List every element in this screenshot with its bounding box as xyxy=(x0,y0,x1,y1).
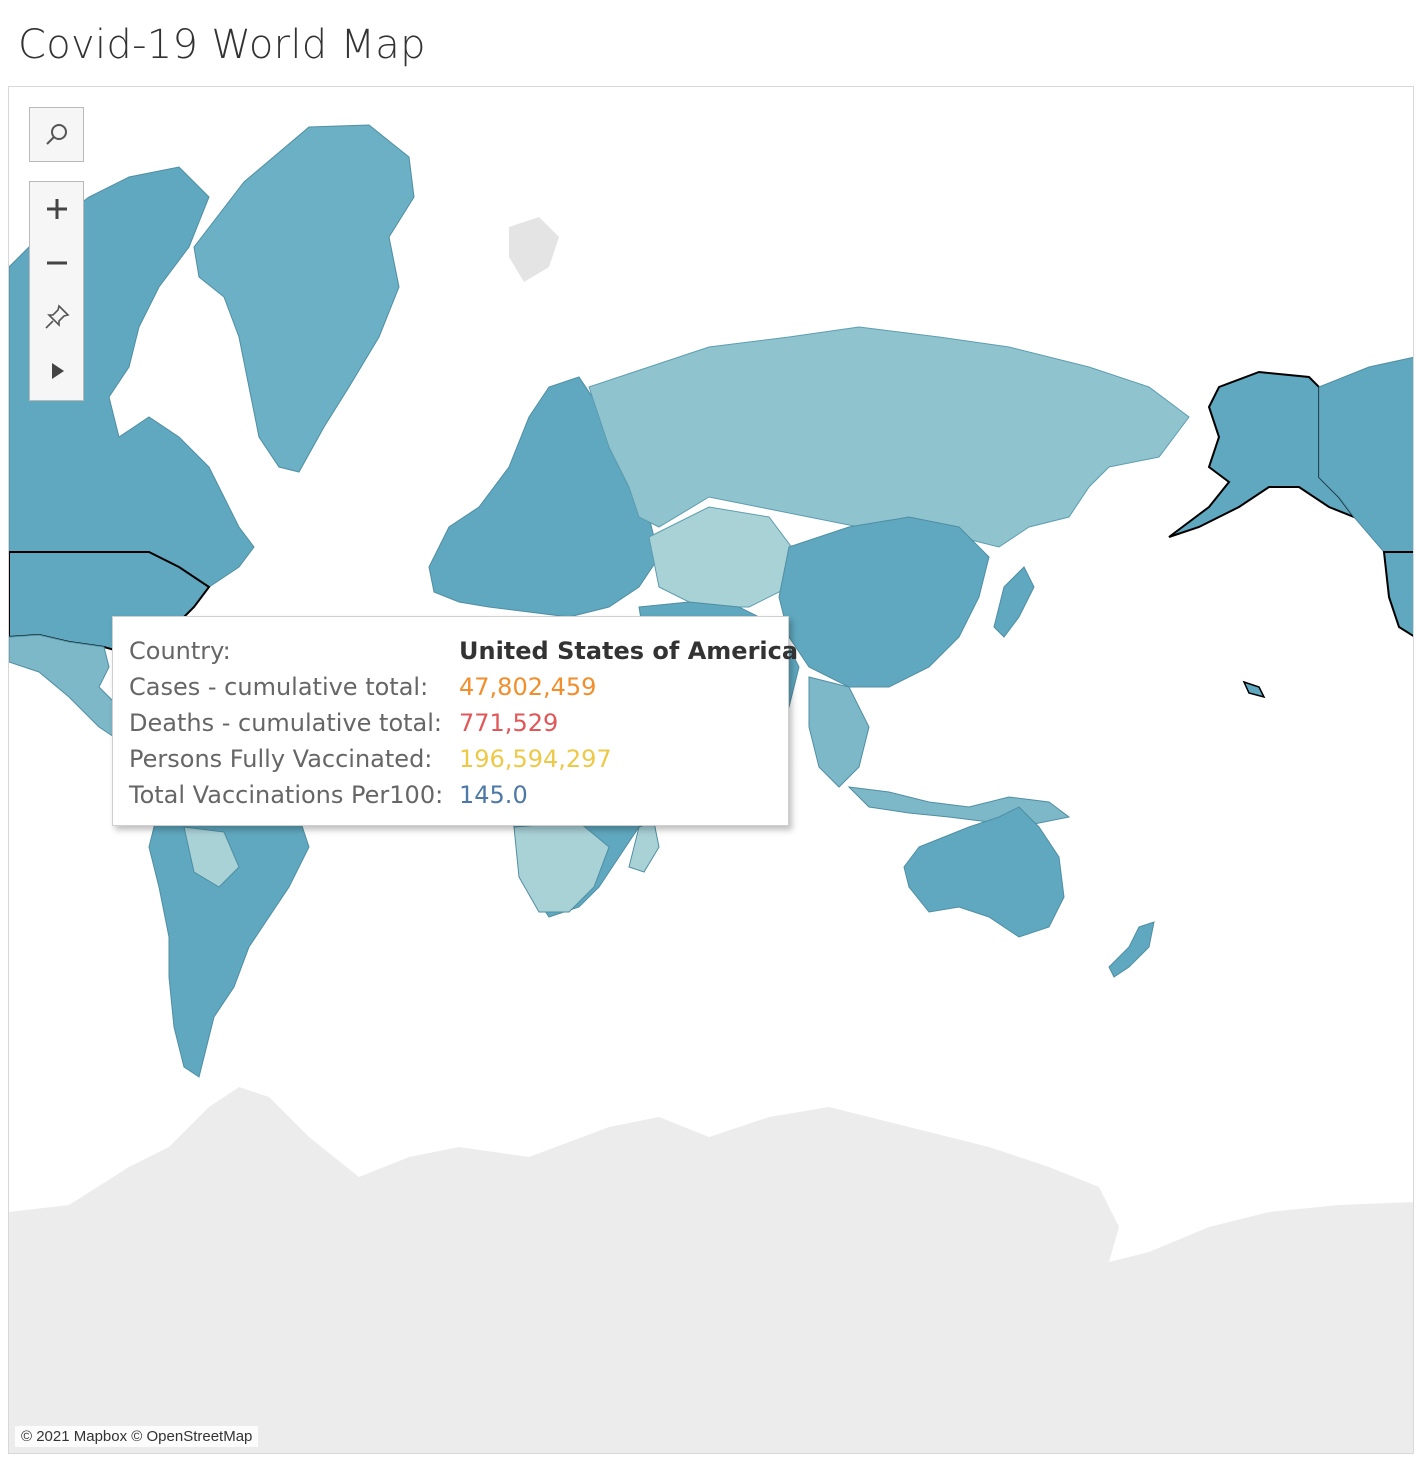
tooltip-row-vaccinations-per100: Total Vaccinations Per100: 145.0 xyxy=(129,777,528,813)
plus-icon xyxy=(46,199,67,219)
tooltip-value: 145.0 xyxy=(459,781,528,809)
south-america-light xyxy=(183,826,240,888)
tooltip-value: 47,802,459 xyxy=(459,673,597,701)
pin-map-button[interactable] xyxy=(30,290,83,344)
tooltip-label: Deaths - cumulative total: xyxy=(129,709,443,737)
expand-toolbar-button[interactable] xyxy=(30,344,83,398)
zoom-in-button[interactable] xyxy=(30,182,83,236)
usa-west xyxy=(1382,551,1413,637)
russia xyxy=(588,326,1190,548)
tooltip-label: Persons Fully Vaccinated: xyxy=(129,745,433,773)
new-zealand xyxy=(1108,921,1155,978)
china xyxy=(778,516,990,688)
tooltip-row-deaths: Deaths - cumulative total: 771,529 xyxy=(129,705,558,741)
tooltip-value: 196,594,297 xyxy=(459,745,612,773)
tooltip-label: Total Vaccinations Per100: xyxy=(129,781,444,809)
southern-africa xyxy=(513,821,610,913)
country-tooltip: Country: United States of America Cases -… xyxy=(112,616,798,826)
tooltip-row-vaccinated: Persons Fully Vaccinated: 196,594,297 xyxy=(129,741,612,777)
indonesia xyxy=(847,786,1071,826)
greenland xyxy=(193,124,415,473)
central-asia xyxy=(648,506,800,608)
map-attribution: © 2021 Mapbox © OpenStreetMap xyxy=(15,1426,259,1447)
australia xyxy=(903,806,1065,938)
southeast-asia xyxy=(808,676,870,788)
canada-west xyxy=(1318,356,1413,553)
search-icon xyxy=(45,123,67,145)
map-toolbar xyxy=(29,181,84,401)
tooltip-row-country: Country: United States of America xyxy=(129,633,798,669)
zoom-out-button[interactable] xyxy=(30,236,83,290)
pin-icon xyxy=(44,304,70,329)
tooltip-row-cases: Cases - cumulative total: 47,802,459 xyxy=(129,669,596,705)
play-icon xyxy=(51,363,64,379)
tooltip-label: Country: xyxy=(129,637,231,665)
hawaii xyxy=(1242,680,1266,699)
map-search-button[interactable] xyxy=(29,107,84,162)
south-america xyxy=(148,786,310,1078)
minus-icon xyxy=(46,261,67,265)
antarctica xyxy=(9,1087,1413,1453)
japan xyxy=(993,566,1035,638)
tooltip-value: 771,529 xyxy=(459,709,559,737)
tooltip-label: Cases - cumulative total: xyxy=(129,673,429,701)
page-title: Covid-19 World Map xyxy=(18,22,426,68)
tooltip-value: United States of America xyxy=(459,637,799,665)
svalbard xyxy=(509,217,559,282)
